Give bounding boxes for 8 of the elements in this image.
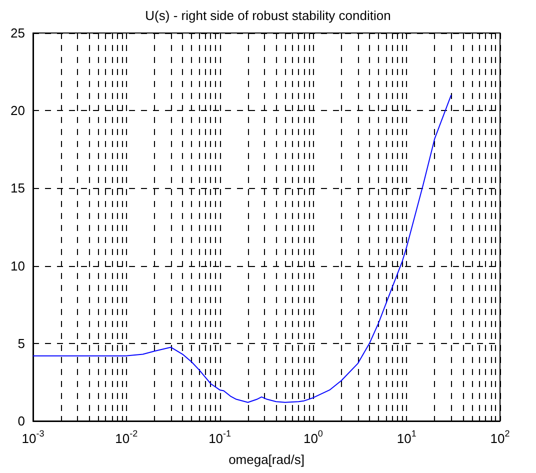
x-axis-title: omega[rad/s] xyxy=(228,452,304,467)
y-tick-label: 0 xyxy=(18,414,25,428)
y-tick-label: 15 xyxy=(10,180,25,196)
y-tick-label: 5 xyxy=(18,336,25,351)
y-tick-label: 25 xyxy=(10,26,25,40)
y-tick-label: 10 xyxy=(10,258,25,274)
y-tick-label: 20 xyxy=(10,103,25,118)
chart-title: U(s) - right side of robust stability condition xyxy=(145,8,391,23)
